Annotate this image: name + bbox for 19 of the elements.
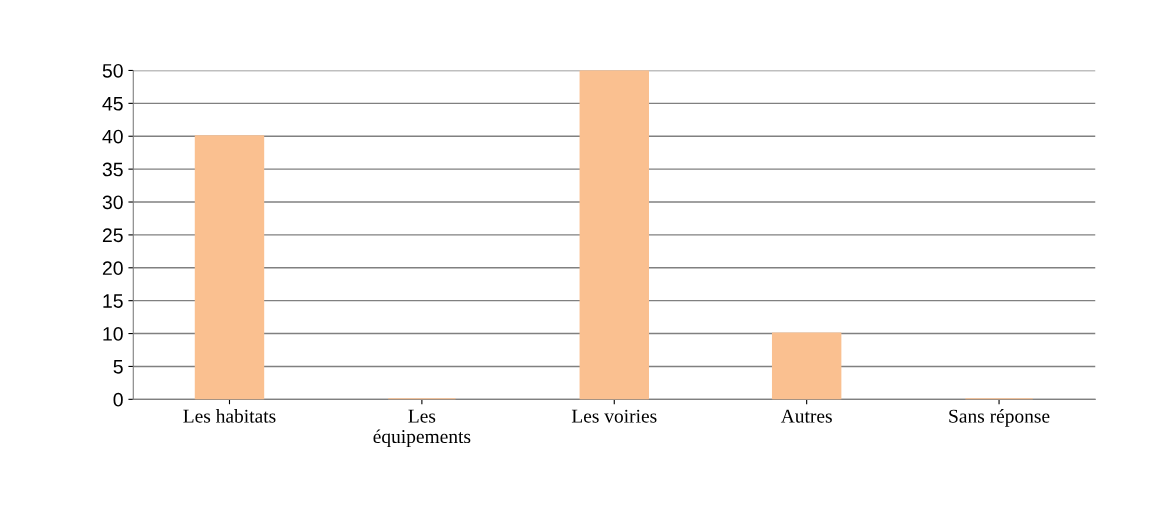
- y-tick-label: 30: [102, 195, 123, 210]
- bar: [771, 332, 842, 400]
- y-tick-label: 0: [113, 392, 123, 407]
- x-tick-label: Les habitats: [183, 409, 276, 423]
- x-tick-label: Sans réponse: [949, 409, 1050, 427]
- y-tick-label: 10: [103, 327, 123, 341]
- x-tick-label: Les voiries: [571, 409, 657, 423]
- y-tick-label: 5: [113, 360, 123, 374]
- x-tick-label: Autres: [780, 409, 832, 423]
- y-tick-label: 15: [103, 294, 123, 308]
- bar: [579, 70, 649, 400]
- y-tick-label: 25: [102, 228, 123, 243]
- y-tick-label: 40: [102, 129, 123, 144]
- y-tick-label: 50: [102, 63, 123, 78]
- y-tick-label: 20: [102, 261, 123, 276]
- y-tick-label: 45: [102, 97, 123, 111]
- y-tick-label: 35: [102, 162, 123, 177]
- bar: [194, 135, 265, 400]
- x-tick-label: Les équipements: [373, 409, 471, 448]
